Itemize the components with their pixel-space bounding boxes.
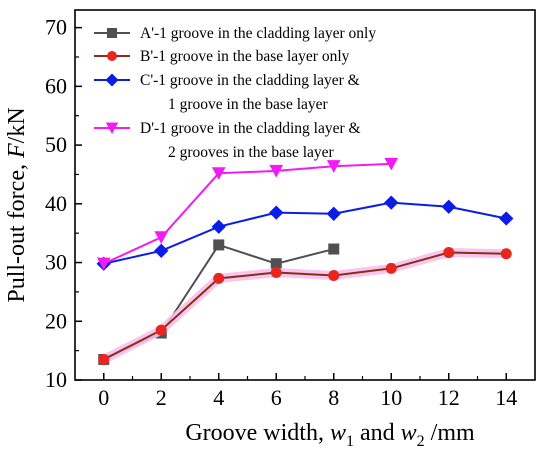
data-point	[211, 167, 226, 180]
series-line	[103, 162, 392, 265]
data-point	[154, 243, 169, 258]
data-point	[213, 239, 225, 251]
data-point	[270, 267, 282, 279]
legend-entry-0: A'-1 groove in the cladding layer only	[94, 25, 376, 42]
x-tick-label: 8	[328, 385, 339, 410]
data-point	[98, 353, 110, 365]
x-tick-label: 4	[213, 385, 224, 410]
x-axis-title: Groove width, w1 and w2 /mm	[185, 420, 475, 450]
x-tick-label: 0	[98, 385, 109, 410]
series-line	[103, 201, 507, 265]
legend-entry-1: B'-1 groove in the base layer only	[94, 48, 350, 65]
data-point	[269, 164, 284, 178]
data-point	[500, 248, 512, 260]
legend-marker	[107, 51, 117, 61]
y-tick-label: 40	[45, 191, 67, 216]
legend-label: 1 groove in the base layer	[168, 96, 329, 113]
legend-label: B'-1 groove in the base layer only	[140, 48, 350, 65]
x-tick-label: 6	[271, 385, 282, 410]
data-point	[269, 205, 284, 220]
data-point	[328, 243, 340, 255]
x-tick-label: 10	[380, 385, 402, 410]
series-halo	[99, 248, 511, 364]
y-axis-title: Pull-out force, F/kN	[4, 107, 30, 302]
data-point	[213, 272, 225, 284]
x-tick-label: 2	[156, 385, 167, 410]
series-1	[98, 247, 512, 365]
legend-label: 2 grooves in the base layer	[168, 144, 335, 161]
series-line	[103, 251, 507, 361]
series-3	[96, 157, 399, 271]
y-tick-label: 10	[45, 367, 67, 392]
legend-entry-2: C'-1 groove in the cladding layer & 1 gro…	[94, 72, 360, 113]
plot-frame	[74, 9, 536, 381]
y-tick-label: 20	[45, 308, 67, 333]
legend-label: D'-1 groove in the cladding layer &	[140, 120, 361, 137]
data-point	[154, 231, 169, 244]
y-tick-label: 30	[45, 250, 67, 275]
data-point	[499, 211, 514, 226]
axes-layer: 0 2 4 6 8 10 12 14 10 20 30 40 50 60 70	[45, 9, 536, 410]
legend-marker	[107, 28, 117, 38]
data-point	[326, 206, 341, 221]
y-tick-label: 60	[45, 73, 67, 98]
data-point	[384, 195, 399, 210]
legend-label: A'-1 groove in the cladding layer only	[140, 25, 376, 42]
x-tick-label: 14	[495, 385, 517, 410]
legend-marker	[105, 122, 119, 135]
legend-marker	[105, 73, 119, 87]
data-point	[326, 160, 341, 173]
x-tick-label: 12	[438, 385, 460, 410]
legend-label: C'-1 groove in the cladding layer &	[140, 72, 360, 89]
legend: A'-1 groove in the cladding layer only B'…	[94, 25, 376, 161]
data-point	[211, 219, 226, 234]
data-point	[328, 269, 340, 281]
data-point	[385, 262, 397, 274]
y-tick-label: 50	[45, 132, 67, 157]
data-point	[384, 157, 399, 171]
series-2	[96, 195, 514, 271]
data-point	[270, 258, 282, 270]
data-point	[155, 324, 167, 336]
data-point	[96, 257, 111, 271]
legend-entry-3: D'-1 groove in the cladding layer & 2 gro…	[94, 120, 361, 161]
data-point	[441, 199, 456, 214]
data-point	[443, 247, 455, 259]
series-layer	[96, 157, 514, 365]
y-tick-label: 70	[45, 15, 67, 40]
